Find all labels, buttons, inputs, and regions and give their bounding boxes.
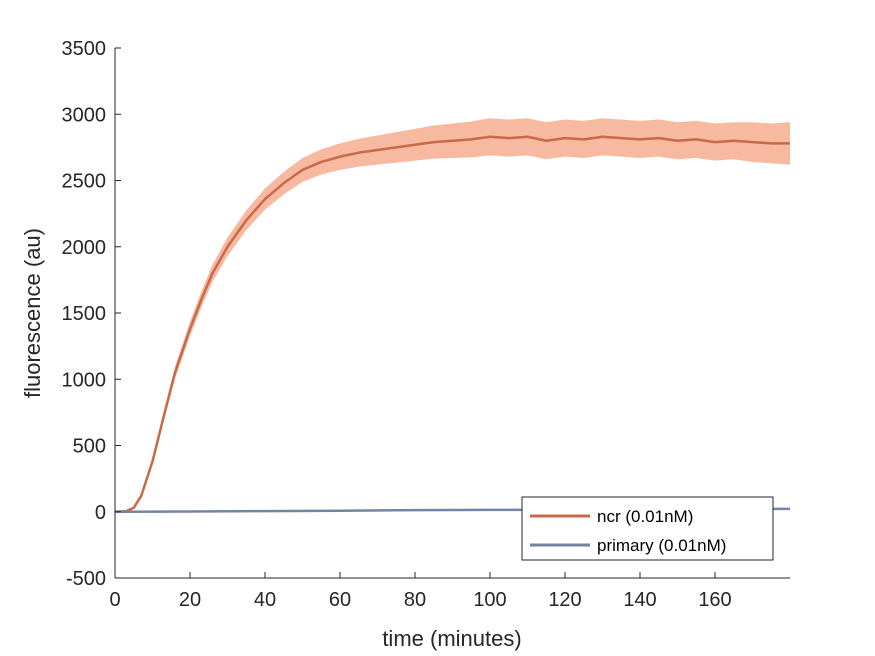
y-tick-label: 2500 [62, 171, 107, 193]
x-tick-label: 40 [254, 589, 276, 611]
series-band-ncr [115, 118, 790, 512]
x-tick-label: 140 [623, 589, 656, 611]
plot-area [114, 118, 791, 513]
x-tick-label: 120 [548, 589, 581, 611]
y-tick-label: 1000 [62, 369, 107, 391]
y-tick-label: 3000 [62, 104, 107, 126]
x-tick-label: 160 [698, 589, 731, 611]
y-tick-label: 2000 [62, 237, 107, 259]
legend: ncr (0.01nM) primary (0.01nM) [521, 496, 774, 561]
y-tick-label: 3500 [62, 38, 107, 60]
x-tick-label: 80 [404, 589, 426, 611]
y-tick-label: -500 [66, 568, 106, 590]
legend-box [521, 496, 774, 561]
y-axis-label: fluorescence (au) [20, 228, 45, 398]
y-tick-label: 0 [95, 502, 106, 524]
x-axis-label: time (minutes) [382, 626, 521, 651]
x-tick-label: 60 [329, 589, 351, 611]
legend-label-ncr: ncr (0.01nM) [597, 507, 693, 526]
y-tick-label: 1500 [62, 303, 107, 325]
legend-label-primary: primary (0.01nM) [597, 536, 726, 555]
x-tick-label: 100 [473, 589, 506, 611]
y-tick-label: 500 [73, 436, 106, 458]
ticks: 0 20 40 60 80 100 120 140 160-500050010001500200… [62, 38, 732, 611]
series-line-ncr [114, 135, 790, 513]
x-tick-label: 0 [109, 589, 120, 611]
x-tick-label: 20 [179, 589, 201, 611]
